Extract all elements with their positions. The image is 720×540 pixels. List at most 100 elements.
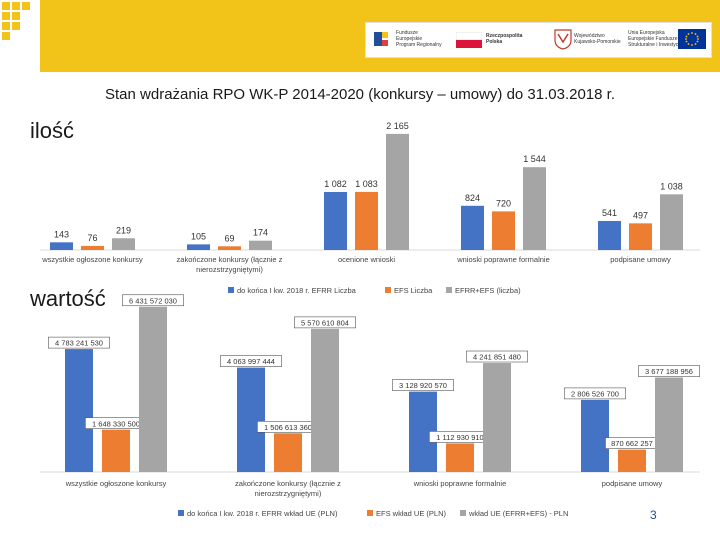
chart-2-category-label-c4-l1: podpisane umowy <box>602 479 663 488</box>
chart-1-legend-label-3: EFRR+EFS (liczba) <box>455 286 521 295</box>
chart-2-data-label-s3-c2: 5 570 610 804 <box>301 318 349 327</box>
chart-1-data-label-s3-c4: 1 544 <box>523 154 546 164</box>
chart-2-data-label-box-s1-c4 <box>564 387 626 400</box>
chart-1-category-label-c2-l2: nierozstrzygniętymi) <box>196 265 263 274</box>
chart-1-data-label-s3-c5: 1 038 <box>660 181 683 191</box>
chart-2-data-label-s1-c4: 2 806 526 700 <box>571 389 619 398</box>
chart-1-data-label-s1-c3: 1 082 <box>324 179 347 189</box>
chart-2-legend-label-3: wkład UE (EFRR+EFS) - PLN <box>468 509 568 518</box>
chart-1-bar-s1-c1 <box>50 242 73 250</box>
chart-1-data-label-s1-c1: 143 <box>54 229 69 239</box>
chart-2-data-label-box-s3-c4 <box>638 365 700 377</box>
chart-2-bar-s3-c3 <box>483 363 511 472</box>
chart-1-category-label-c2-l1: zakończone konkursy (łącznie z <box>177 255 283 264</box>
chart-1-data-label-s1-c4: 824 <box>465 193 480 203</box>
corner-decoration <box>0 0 40 62</box>
chart-1-data-label-s2-c3: 1 083 <box>355 179 378 189</box>
chart-2-legend-label-2: EFS wkład UE (PLN) <box>376 509 447 518</box>
chart-2-data-label-s3-c1: 6 431 572 030 <box>129 296 177 305</box>
eu-flag-icon <box>678 29 706 49</box>
chart-1-bar-s3-c3 <box>386 133 409 250</box>
chart-1-category-label-c1-l1: wszystkie ogłoszone konkursy <box>41 255 143 264</box>
chart-1-bar-s2-c3 <box>355 191 378 250</box>
chart-1-bar-s2-c2 <box>218 246 241 250</box>
chart-1-bar-s3-c5 <box>660 194 683 250</box>
chart-2-data-label-s2-c3: 1 112 930 910 <box>436 433 483 442</box>
chart-1-category-label-c3-l1: ocenione wnioski <box>338 255 395 264</box>
chart-1-data-label-s3-c2: 174 <box>253 228 268 238</box>
chart-2-bar-s2-c4 <box>618 449 646 472</box>
chart-1-legend-label-2: EFS Liczba <box>394 286 433 295</box>
chart-1-data-label-s3-c3: 2 165 <box>386 121 409 131</box>
chart-2-category-label-c2-l2: nierozstrzygniętymi) <box>255 489 322 498</box>
chart-2-data-label-box-s3-c3 <box>466 350 528 363</box>
logo-strip: Fundusze Europejskie Program Regionalny … <box>365 22 712 58</box>
chart-2-legend-swatch-1 <box>178 510 184 516</box>
chart-2-data-label-s3-c4: 3 677 188 956 <box>645 367 693 376</box>
chart-1-bar-s1-c4 <box>461 205 484 250</box>
chart-1-legend-label-1: do końca I kw. 2018 r. EFRR Liczba <box>237 286 357 295</box>
chart-2-bar-s1-c1 <box>65 349 93 472</box>
chart-1-bar-s1-c3 <box>324 191 347 250</box>
chart-1-bar-s1-c2 <box>187 244 210 250</box>
chart-2-bar-s1-c2 <box>237 367 265 472</box>
chart-2-data-label-box-s3-c1 <box>122 294 184 307</box>
chart-2-category-label-c1-l1: wszystkie ogłoszone konkursy <box>65 479 167 488</box>
chart-2-data-label-box-s1-c2 <box>220 355 282 367</box>
chart-2-bar-s3-c2 <box>311 328 339 472</box>
ue-logo-line3: Strukturalne i Inwestycyjne <box>628 42 688 48</box>
chart-2-data-label-s3-c3: 4 241 851 480 <box>473 353 521 362</box>
woj-logo-line2: Kujawsko-Pomorskie <box>574 39 621 45</box>
chart-1-bar-s2-c1 <box>81 245 104 250</box>
chart-1-data-label-s2-c5: 497 <box>633 210 648 220</box>
chart-2-legend-swatch-3 <box>460 510 466 516</box>
fe-logo-line1: Fundusze <box>396 30 418 36</box>
chart-1-bar-s3-c1 <box>112 238 135 250</box>
fe-logo-line3: Program Regionalny <box>396 42 442 48</box>
chart-2-bar-s1-c4 <box>581 399 609 472</box>
rp-logo-line1: Rzeczpospolita <box>486 33 523 39</box>
chart-1-data-label-s2-c1: 76 <box>87 233 97 243</box>
polish-flag-icon <box>456 32 482 48</box>
chart-2-bar-s3-c4 <box>655 377 683 472</box>
woj-logo-line1: Województwo <box>574 33 605 39</box>
chart-2-bar-s2-c1 <box>102 429 130 472</box>
chart-1-category-label-c5-l1: podpisane umowy <box>610 255 671 264</box>
chart-1-data-label-s2-c2: 69 <box>224 233 234 243</box>
chart-2-data-label-s1-c1: 4 783 241 530 <box>55 339 103 348</box>
rp-logo-line2: Polska <box>486 39 503 45</box>
chart-1-data-label-s3-c1: 219 <box>116 225 131 235</box>
chart-2-legend-swatch-2 <box>367 510 373 516</box>
chart-1-bar-s3-c4 <box>523 167 546 250</box>
slide-title: Stan wdrażania RPO WK-P 2014-2020 (konku… <box>105 86 615 103</box>
chart-2-category-label-c3-l1: wnioski poprawne formalnie <box>413 479 507 488</box>
chart-1-category-label-c4-l1: wnioski poprawne formalnie <box>456 255 550 264</box>
chart-1-bar-s2-c5 <box>629 223 652 250</box>
chart-2-data-label-box-s3-c2 <box>294 316 356 329</box>
chart-1-title: ilość <box>30 118 75 143</box>
chart-1-legend-swatch-2 <box>385 287 391 293</box>
voivodeship-crest-icon <box>554 29 572 50</box>
ue-logo-line2: Europejskie Fundusze <box>628 36 678 42</box>
chart-2-bar-s2-c2 <box>274 433 302 472</box>
chart-2-data-label-box-s1-c3 <box>392 379 454 391</box>
chart-2-bar-s3-c1 <box>139 306 167 472</box>
chart-2-data-label-s2-c1: 1 648 330 500 <box>92 419 140 428</box>
ue-logo-line1: Unia Europejska <box>628 30 665 36</box>
chart-2-data-label-s2-c4: 870 662 257 <box>611 439 653 448</box>
chart-2-legend-label-1: do końca I kw. 2018 r. EFRR wkład UE (PL… <box>187 509 338 518</box>
chart-2-data-label-s1-c3: 3 128 920 570 <box>399 381 447 390</box>
chart-1-data-label-s1-c2: 105 <box>191 231 206 241</box>
chart-1-data-label-s1-c5: 541 <box>602 208 617 218</box>
chart-2-data-label-box-s1-c1 <box>48 336 110 349</box>
page-number: 3 <box>650 508 657 522</box>
chart-1-bar-s2-c4 <box>492 211 515 250</box>
chart-2-bar-s2-c3 <box>446 443 474 472</box>
chart-2-title: wartość <box>30 286 106 311</box>
chart-1-data-label-s2-c4: 720 <box>496 198 511 208</box>
chart-2-category-label-c2-l1: zakończone konkursy (łącznie z <box>235 479 341 488</box>
chart-1-bar-s3-c2 <box>249 240 272 250</box>
fe-logo-icon <box>374 32 388 46</box>
chart-1-legend-swatch-1 <box>228 287 234 293</box>
